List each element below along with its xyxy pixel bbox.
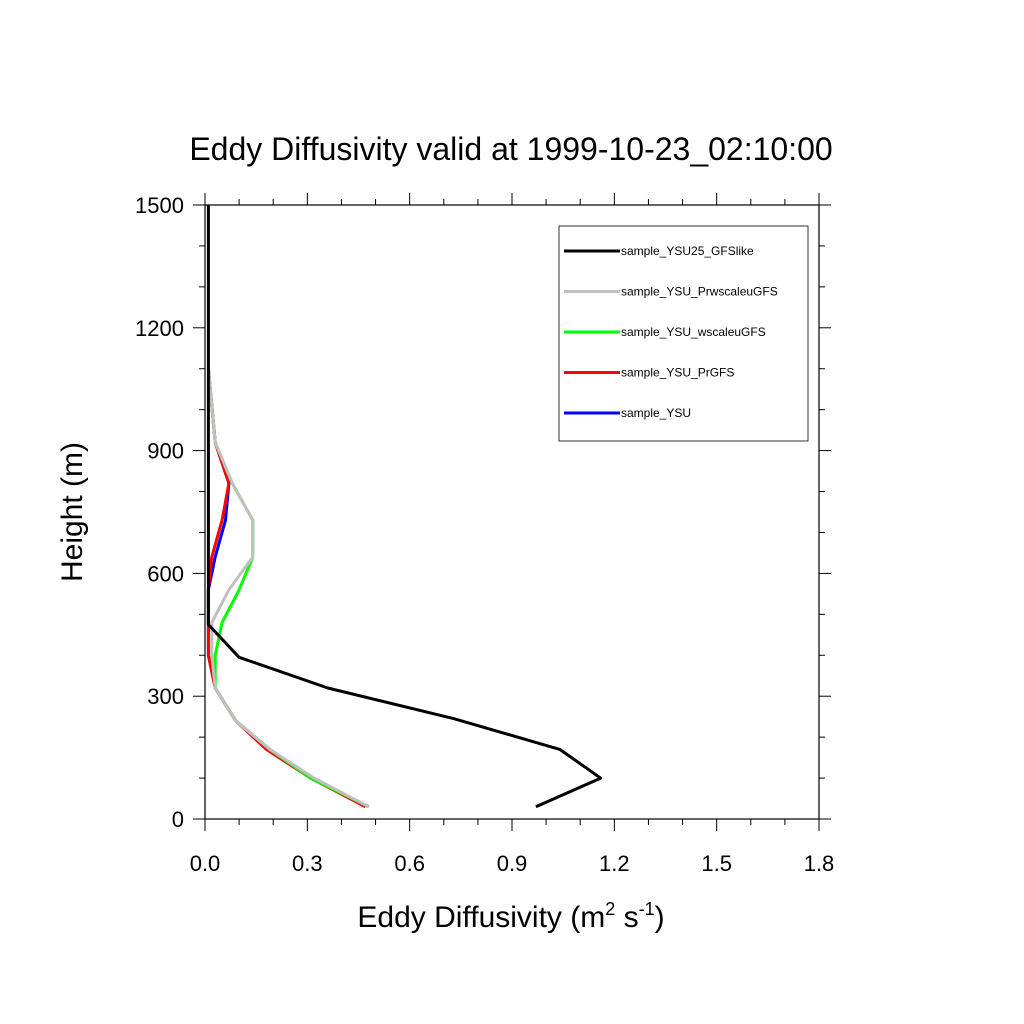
x-tick-label: 1.5 [701, 851, 732, 876]
series-line-sample_YSU [206, 368, 370, 809]
x-tick-label: 1.8 [804, 851, 835, 876]
y-tick-labels: 0 300 600 900 1200 1500 [135, 193, 184, 832]
legend: sample_YSU25_GFSlike sample_YSU_Prwscaleu… [558, 225, 809, 442]
series-line-sample_YSU_wscaleuGFS [206, 368, 370, 809]
y-tick-label: 1200 [135, 316, 184, 341]
y-tick-label: 900 [147, 439, 184, 464]
x-tick-label: 0.6 [394, 851, 425, 876]
series-layer [206, 205, 603, 809]
x-axis-title-mid: s [615, 901, 638, 934]
x-tick-labels: 0.0 0.3 0.6 0.9 1.2 1.5 1.8 [190, 851, 835, 876]
y-tick-label: 600 [147, 561, 184, 586]
legend-label: sample_YSU_wscaleuGFS [621, 325, 766, 339]
x-axis-title-main: Eddy Diffusivity (m [357, 901, 605, 934]
legend-label: sample_YSU [621, 406, 691, 420]
series-line-sample_YSU25_GFSlike [206, 205, 603, 809]
x-axis-title: Eddy Diffusivity (m2 s-1) [357, 899, 664, 934]
legend-label: sample_YSU25_GFSlike [621, 244, 754, 258]
axis-ticks [193, 193, 831, 831]
x-tick-label: 0.0 [190, 851, 221, 876]
x-tick-label: 1.2 [599, 851, 630, 876]
legend-items: sample_YSU25_GFSlike sample_YSU_Prwscaleu… [564, 244, 778, 420]
x-tick-label: 0.9 [497, 851, 528, 876]
x-axis-title-sup1: 2 [605, 899, 615, 919]
y-tick-label: 300 [147, 684, 184, 709]
x-axis-title-sup2: -1 [639, 899, 655, 919]
x-tick-label: 0.3 [292, 851, 323, 876]
y-axis-title: Height (m) [56, 442, 89, 582]
series-line-sample_YSU_PrwscaleuGFS [206, 368, 370, 809]
plot-frame [204, 204, 820, 820]
legend-label: sample_YSU_PrwscaleuGFS [621, 285, 778, 299]
x-axis-title-end: ) [655, 901, 665, 934]
legend-label: sample_YSU_PrGFS [621, 366, 734, 380]
y-tick-label: 1500 [135, 193, 184, 218]
chart-title: Eddy Diffusivity valid at 1999-10-23_02:… [189, 131, 832, 167]
y-tick-label: 0 [172, 807, 184, 832]
